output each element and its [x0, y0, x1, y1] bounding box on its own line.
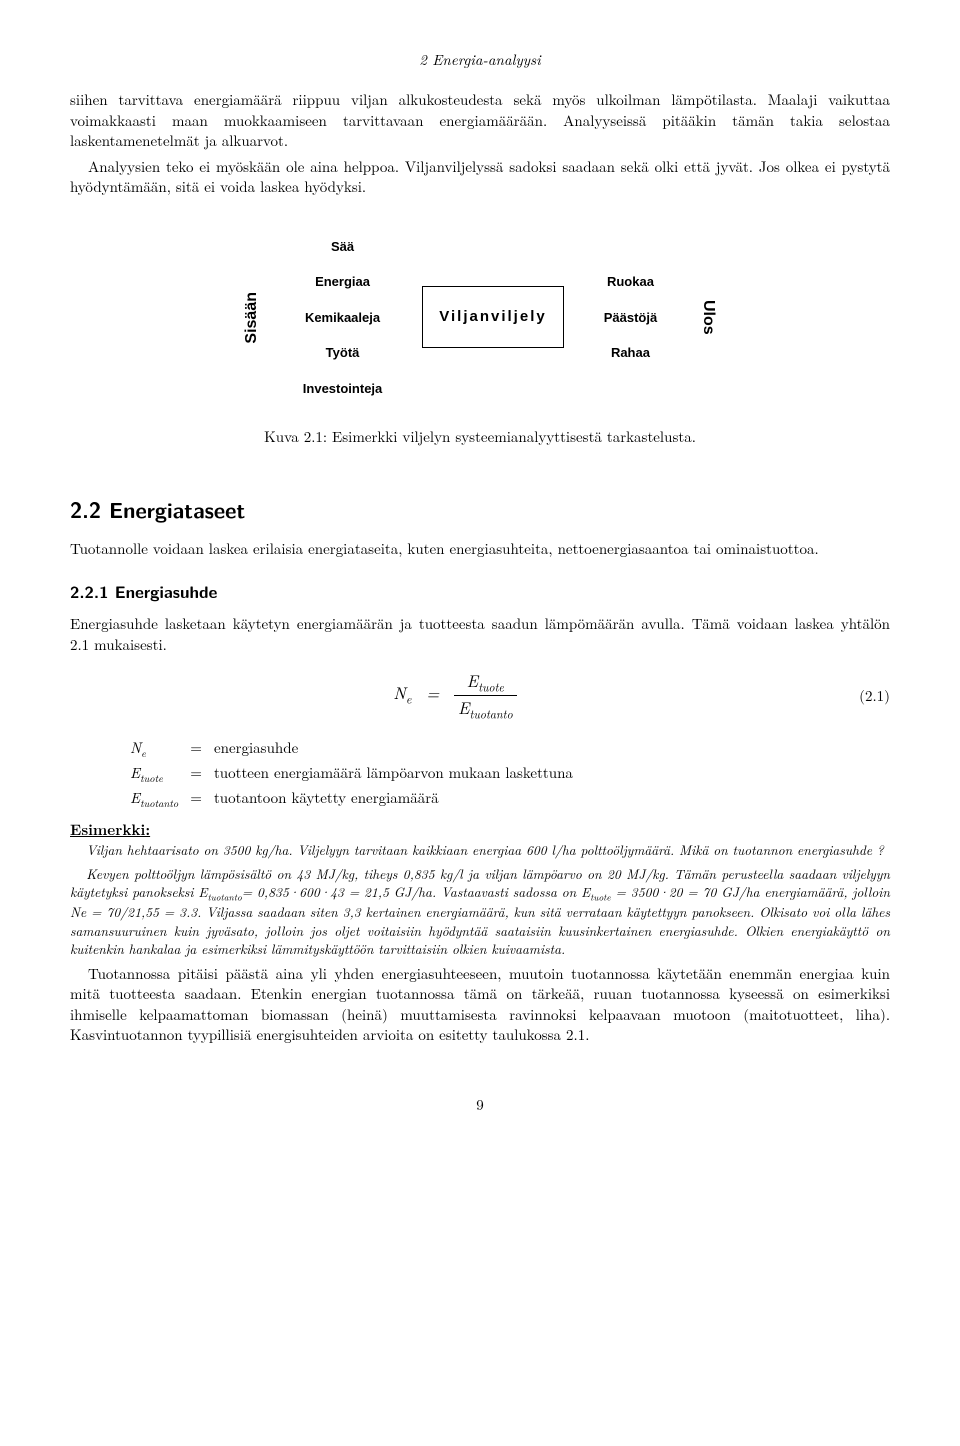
table-row: Etuotanto = tuotantoon käytetty energiam…	[130, 787, 585, 812]
figure-outputs-list: Ruokaa Päästöjä Rahaa	[604, 273, 657, 362]
table-row: Etuote = tuotteen energiamäärä lämpöarvo…	[130, 762, 585, 787]
closing-paragraph: Tuotannossa pitäisi päästä aina yli yhde…	[70, 964, 890, 1045]
figure-output-item: Päästöjä	[604, 309, 657, 327]
example-paragraph-1: Viljan hehtaarisato on 3500 kg/ha. Vilje…	[70, 841, 890, 859]
figure-input-item: Työtä	[303, 344, 382, 362]
intro-paragraph-2: Analyysien teko ei myöskään ole aina hel…	[70, 157, 890, 198]
example-header: Esimerkki:	[70, 820, 890, 840]
example-body: Viljan hehtaarisato on 3500 kg/ha. Vilje…	[70, 841, 890, 959]
running-header: 2 Energia-analyysi	[70, 50, 890, 70]
figure-output-item: Rahaa	[604, 344, 657, 362]
figure-right-axis-label: Ulos	[697, 300, 719, 335]
figure-process-box: Viljanviljely	[422, 286, 563, 348]
subsection-2-2-1-paragraph: Energiasuhde lasketaan käytetyn energiam…	[70, 614, 890, 655]
figure-left-axis-label: Sisään	[241, 292, 263, 344]
equation-fraction: Etuote Etuotanto	[454, 669, 517, 723]
figure-input-item: Kemikaaleja	[303, 309, 382, 327]
page-number: 9	[70, 1095, 890, 1115]
equation-lhs: Ne	[393, 680, 411, 704]
figure-input-item: Investointeja	[303, 380, 382, 398]
table-row: Ne = energiasuhde	[130, 737, 585, 762]
intro-paragraph-1: siihen tarvittava energiamäärä riippuu v…	[70, 90, 890, 151]
example-paragraph-2: Kevyen polttoöljyn lämpösisältö on 43 MJ…	[70, 865, 890, 958]
figure-2-1: Sisään Sää Energiaa Kemikaaleja Työtä In…	[70, 238, 890, 448]
symbol-definitions-table: Ne = energiasuhde Etuote = tuotteen ener…	[130, 737, 585, 813]
subsection-2-2-1-heading: 2.2.1 Energiasuhde	[70, 581, 890, 604]
figure-inputs-list: Sää Energiaa Kemikaaleja Työtä Investoin…	[303, 238, 382, 398]
figure-input-item: Sää	[303, 238, 382, 256]
figure-input-item: Energiaa	[303, 273, 382, 291]
figure-caption: Kuva 2.1: Esimerkki viljelyn systeemiana…	[70, 427, 890, 447]
equation-number: (2.1)	[840, 686, 890, 706]
section-2-2-paragraph: Tuotannolle voidaan laskea erilaisia ene…	[70, 539, 890, 559]
section-2-2-heading: 2.2 Energiataseet	[70, 495, 890, 525]
equation-2-1: Ne = Etuote Etuotanto (2.1)	[70, 669, 890, 723]
figure-output-item: Ruokaa	[604, 273, 657, 291]
